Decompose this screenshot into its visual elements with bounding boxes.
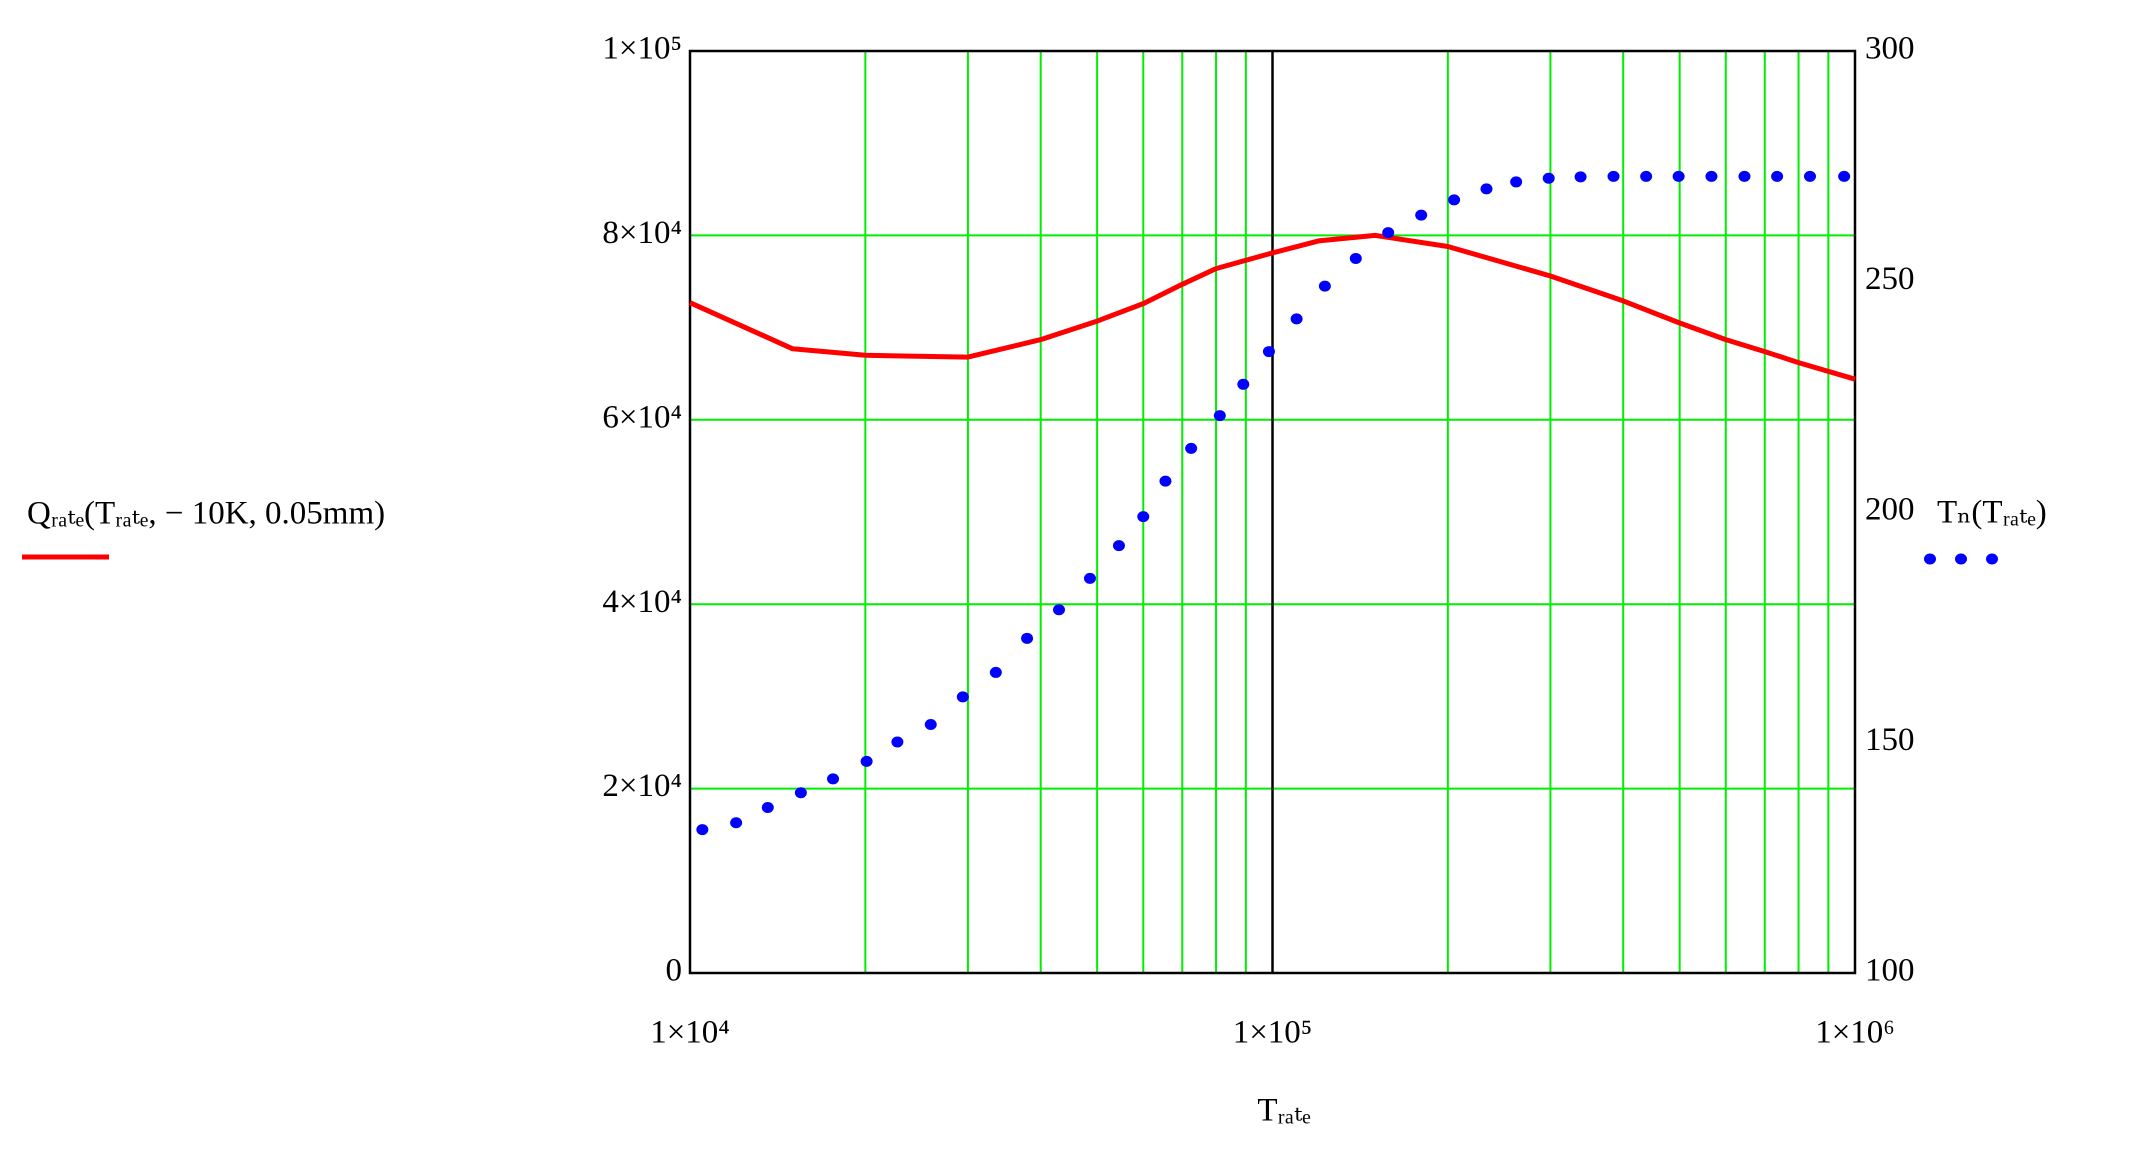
data-point [1213,410,1226,422]
data-point [696,824,709,836]
data-point [1382,227,1395,239]
data-point [1237,378,1250,390]
data-point [1083,572,1096,584]
data-point [1838,170,1851,182]
y2-tick-label: 100 [1865,953,1915,989]
x-tick-label: 1×10⁴ [650,1015,730,1051]
data-point [1415,209,1428,221]
data-point [1738,170,1751,182]
data-point [1510,176,1523,188]
y2-tick-label: 150 [1865,722,1915,758]
data-point [1159,475,1172,487]
data-point [924,719,937,731]
data-line [688,232,1856,382]
data-point [1574,171,1587,183]
data-point [1480,183,1493,195]
data-point [1349,252,1362,264]
data-point [1021,632,1034,644]
data-point [1185,442,1198,454]
y-tick-label: 2×10⁴ [602,768,682,804]
data-point [1640,170,1653,182]
legend-label: Qᵣₐₜₑ(Tᵣₐₜₑ, − 10K, 0.05mm) [27,496,385,532]
data-point [1262,346,1275,358]
data-point [1290,313,1303,325]
y2-tick-label: 200 [1865,492,1915,528]
y-tick-label: 0 [666,953,683,989]
data-point [891,736,904,748]
data-point [989,666,1002,678]
data-point [1771,170,1784,182]
data-point [1803,170,1816,182]
y-tick-label: 1×10⁵ [602,31,682,67]
data-point [794,787,807,799]
data-point [1052,604,1065,616]
legend-marker [1924,553,1936,565]
legend-marker [1955,553,1967,565]
plot-frame [688,49,1857,975]
data-point [1672,170,1685,182]
legend-marker [1986,553,1998,565]
data-point [761,802,774,814]
y-tick-label: 4×10⁴ [602,584,682,620]
data-point [1705,170,1718,182]
data-point [1137,511,1150,523]
data-point [1448,194,1461,206]
data-point [1318,280,1331,292]
x-tick-label: 1×10⁵ [1233,1015,1313,1051]
data-point [730,817,743,829]
data-point [827,773,840,785]
legend-label: Tₙ(Tᵣₐₜₑ) [1937,495,2047,531]
y-tick-label: 6×10⁴ [602,399,682,435]
data-point [860,755,873,767]
y2-tick-label: 300 [1865,31,1915,67]
data-point [1607,170,1620,182]
y-tick-label: 8×10⁴ [602,215,682,251]
x-axis-label: Tᵣₐₜₑ [1257,1093,1310,1129]
y2-tick-label: 250 [1865,261,1915,297]
data-point [956,691,969,703]
data-point [1112,540,1125,552]
data-point [1542,172,1555,184]
x-tick-label: 1×10⁶ [1815,1015,1895,1051]
